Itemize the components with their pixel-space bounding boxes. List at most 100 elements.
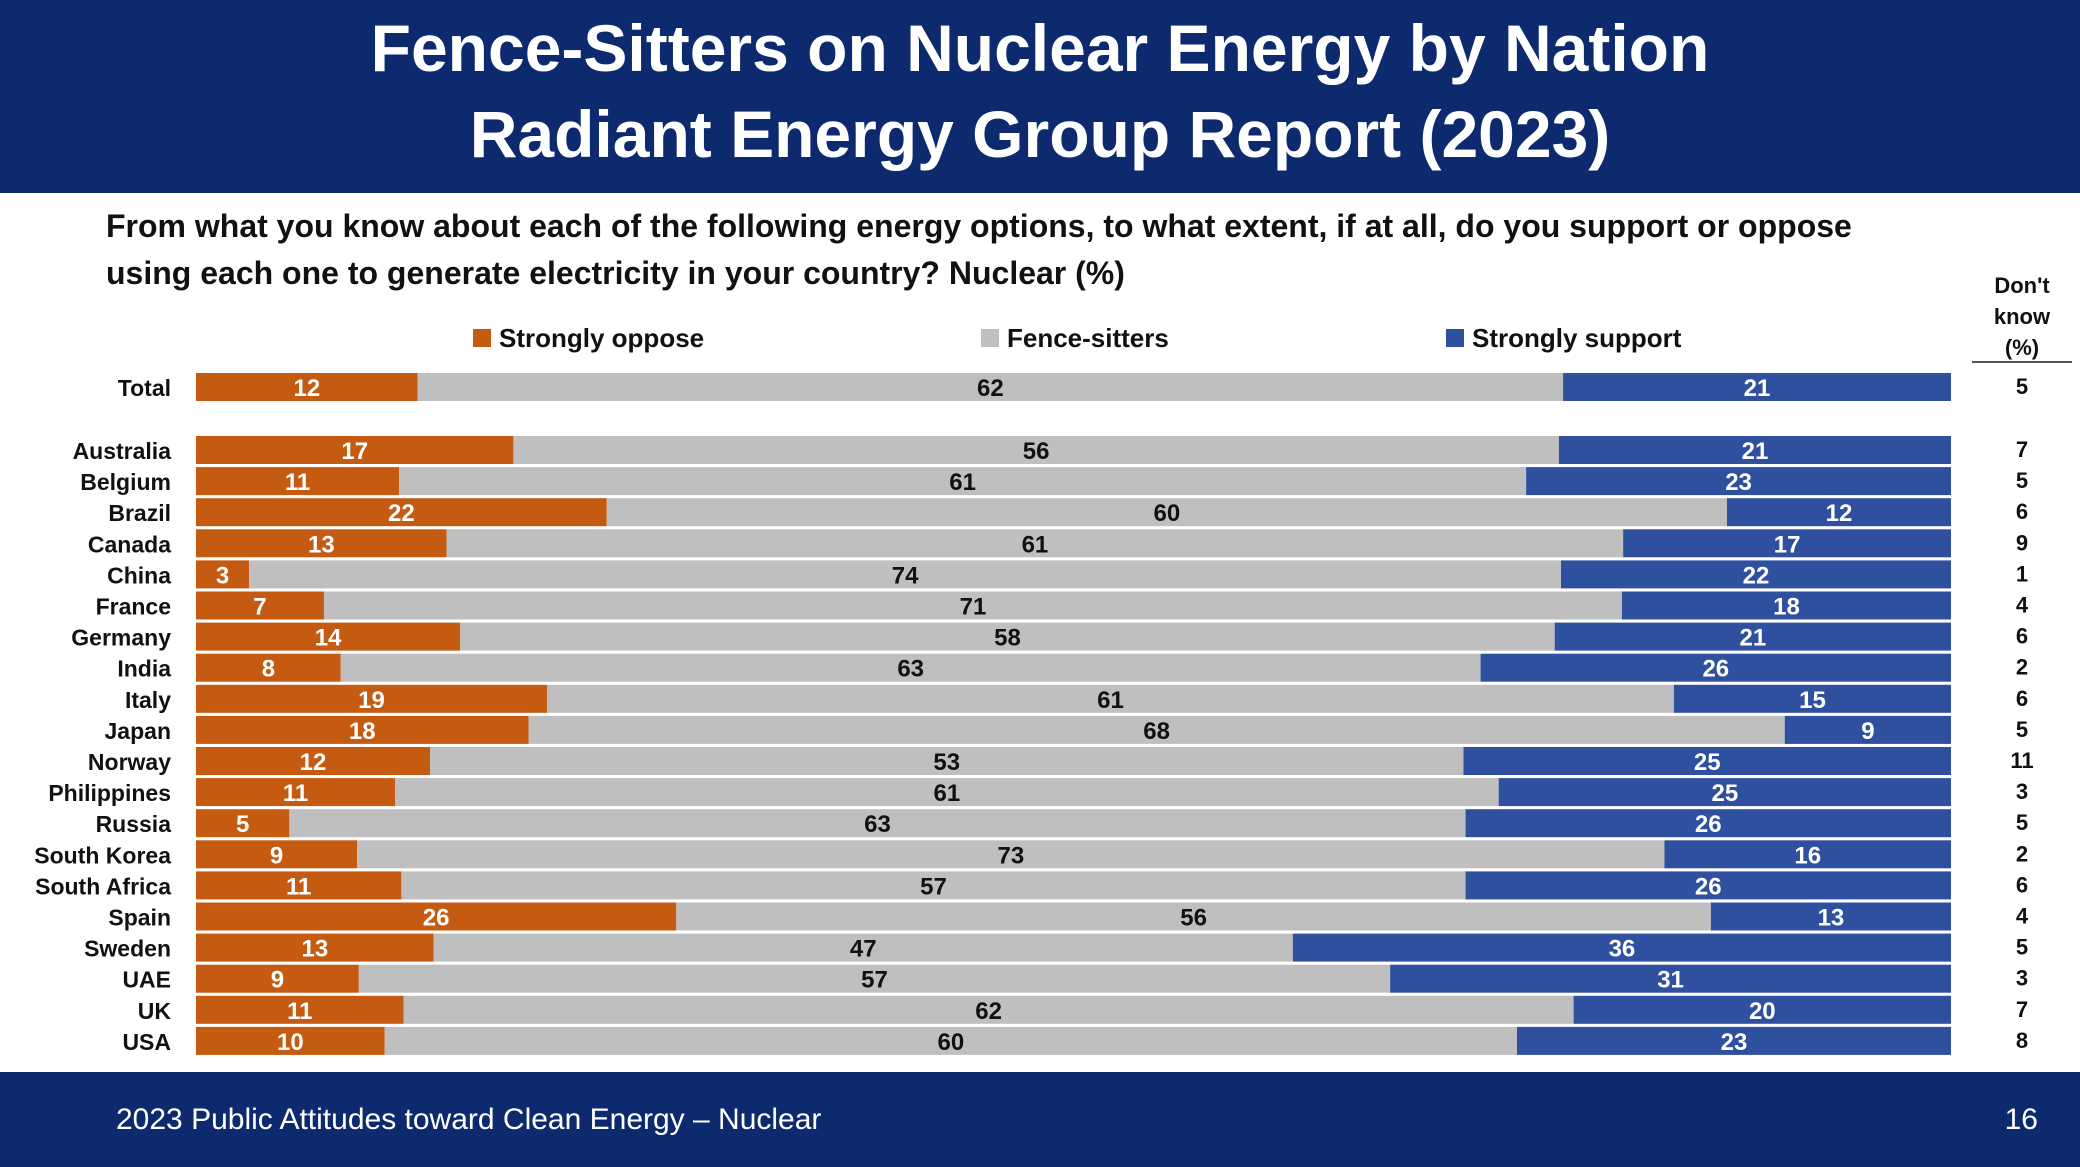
legend-label-fence: Fence-sitters	[1007, 323, 1169, 353]
bar-segment-strongly-support-total	[1563, 373, 1951, 401]
dont-know-value-usa: 8	[2016, 1028, 2028, 1053]
category-label-norway: Norway	[88, 749, 171, 775]
category-label-spain: Spain	[108, 905, 171, 931]
data-label-fence-sitters-uae: 57	[861, 967, 888, 994]
data-label-strongly-oppose-china: 3	[216, 562, 229, 589]
data-label-fence-sitters-australia: 56	[1023, 438, 1050, 465]
category-label-sweden: Sweden	[84, 936, 171, 962]
bar-segment-strongly-support-uae	[1390, 964, 1951, 993]
data-label-strongly-oppose-belgium: 11	[285, 469, 310, 496]
legend-swatch-oppose	[473, 329, 491, 347]
data-label-strongly-oppose-spain: 26	[423, 905, 450, 932]
data-label-strongly-oppose-uk: 11	[287, 998, 312, 1025]
data-label-strongly-support-germany: 21	[1740, 625, 1767, 652]
data-label-strongly-oppose-south-korea: 9	[270, 842, 283, 869]
data-label-fence-sitters-belgium: 61	[949, 469, 976, 496]
bar-segment-strongly-support-philippines	[1498, 778, 1951, 807]
data-label-strongly-oppose-france: 7	[253, 594, 266, 621]
category-label-belgium: Belgium	[80, 469, 171, 495]
data-label-strongly-support-india: 26	[1702, 656, 1729, 683]
bar-segment-fence-sitters-south-africa	[401, 871, 1466, 900]
dont-know-value-france: 4	[2016, 593, 2029, 618]
dont-know-header-line3: (%)	[2004, 335, 2040, 360]
data-label-fence-sitters-india: 63	[897, 656, 924, 683]
survey-question: From what you know about each of the fol…	[106, 208, 1852, 291]
data-label-strongly-support-brazil: 12	[1826, 500, 1853, 527]
dont-know-value-india: 2	[2016, 655, 2028, 680]
bar-segment-strongly-oppose-uae	[196, 964, 359, 993]
bar-segment-strongly-support-belgium	[1526, 467, 1951, 496]
data-label-strongly-oppose-brazil: 22	[388, 500, 415, 527]
bar-segment-strongly-oppose-belgium	[196, 467, 400, 496]
bar-segment-strongly-oppose-india	[196, 653, 341, 682]
bar-segment-strongly-oppose-sweden	[196, 933, 434, 962]
category-label-italy: Italy	[125, 687, 171, 713]
data-label-fence-sitters-south-africa: 57	[920, 873, 947, 900]
bar-segment-strongly-oppose-total	[196, 373, 418, 401]
legend-fence-sitters: Fence-sitters	[981, 322, 1169, 354]
bar-segment-fence-sitters-italy	[547, 684, 1674, 713]
bar-segment-strongly-oppose-spain	[196, 902, 677, 931]
bar-segment-strongly-support-spain	[1710, 902, 1951, 931]
bar-segment-fence-sitters-brazil	[606, 498, 1727, 527]
bar-segment-strongly-support-australia	[1558, 436, 1951, 464]
bar-segment-fence-sitters-uae	[358, 964, 1391, 993]
data-label-strongly-oppose-total: 12	[293, 375, 320, 402]
bar-segment-strongly-oppose-russia	[196, 809, 290, 838]
bar-segment-fence-sitters-france	[323, 591, 1622, 620]
data-label-strongly-support-australia: 21	[1742, 438, 1769, 465]
data-label-fence-sitters-france: 71	[960, 594, 987, 621]
data-label-strongly-support-sweden: 36	[1609, 936, 1636, 963]
data-label-strongly-support-spain: 13	[1818, 905, 1845, 932]
dont-know-header-line2: know	[1993, 304, 2051, 329]
data-label-fence-sitters-brazil: 60	[1153, 500, 1180, 527]
data-label-strongly-support-philippines: 25	[1711, 780, 1738, 807]
bar-segment-strongly-oppose-germany	[196, 622, 461, 651]
bar-segment-strongly-support-sweden	[1292, 933, 1951, 962]
bar-segment-strongly-oppose-south-africa	[196, 871, 402, 900]
category-label-total: Total	[118, 375, 171, 401]
data-label-fence-sitters-italy: 61	[1097, 687, 1124, 714]
data-label-strongly-support-canada: 17	[1774, 531, 1801, 558]
bar-segment-fence-sitters-japan	[528, 715, 1785, 744]
legend-label-oppose: Strongly oppose	[499, 323, 705, 353]
data-label-strongly-oppose-philippines: 11	[283, 780, 308, 807]
data-label-strongly-support-south-korea: 16	[1794, 842, 1821, 869]
bar-segment-strongly-oppose-australia	[196, 436, 514, 464]
title-banner: Fence-Sitters on Nuclear Energy by Natio…	[0, 0, 2080, 193]
dont-know-value-norway: 11	[2010, 748, 2033, 773]
data-label-strongly-oppose-south-africa: 11	[286, 873, 311, 900]
data-label-fence-sitters-china: 74	[892, 562, 919, 589]
dont-know-value-canada: 9	[2016, 530, 2028, 555]
data-label-fence-sitters-total: 62	[977, 375, 1004, 402]
bar-segment-fence-sitters-china	[249, 560, 1561, 589]
bar-segment-strongly-oppose-canada	[196, 529, 447, 558]
bar-segment-fence-sitters-canada	[446, 529, 1624, 558]
bar-segment-strongly-support-italy	[1673, 684, 1951, 713]
bar-segment-strongly-support-japan	[1784, 715, 1951, 744]
legend-swatch-fence	[981, 329, 999, 347]
footer-source: 2023 Public Attitudes toward Clean Energ…	[116, 1103, 822, 1136]
bar-segment-fence-sitters-sweden	[433, 933, 1293, 962]
data-label-fence-sitters-philippines: 61	[933, 780, 960, 807]
footer-bar: 2023 Public Attitudes toward Clean Energ…	[0, 1072, 2080, 1167]
bar-segment-fence-sitters-russia	[289, 809, 1466, 838]
category-label-south-korea: South Korea	[34, 842, 171, 868]
data-label-strongly-support-belgium: 23	[1725, 469, 1752, 496]
data-label-strongly-oppose-canada: 13	[308, 531, 335, 558]
dont-know-value-uae: 3	[2016, 966, 2028, 991]
bar-segment-strongly-oppose-brazil	[196, 498, 607, 527]
bar-segment-fence-sitters-uk	[403, 995, 1574, 1024]
legend-label-support: Strongly support	[1472, 323, 1682, 353]
dont-know-value-japan: 5	[2016, 717, 2028, 742]
category-label-south-africa: South Africa	[35, 873, 171, 899]
data-label-fence-sitters-spain: 56	[1180, 905, 1207, 932]
dont-know-value-south-korea: 2	[2016, 841, 2028, 866]
dont-know-value-italy: 6	[2016, 686, 2028, 711]
bar-segment-strongly-oppose-japan	[196, 715, 529, 744]
data-label-fence-sitters-russia: 63	[864, 811, 891, 838]
data-label-strongly-support-france: 18	[1773, 594, 1800, 621]
bar-segment-fence-sitters-usa	[384, 1026, 1517, 1055]
data-label-strongly-oppose-japan: 18	[349, 718, 376, 745]
